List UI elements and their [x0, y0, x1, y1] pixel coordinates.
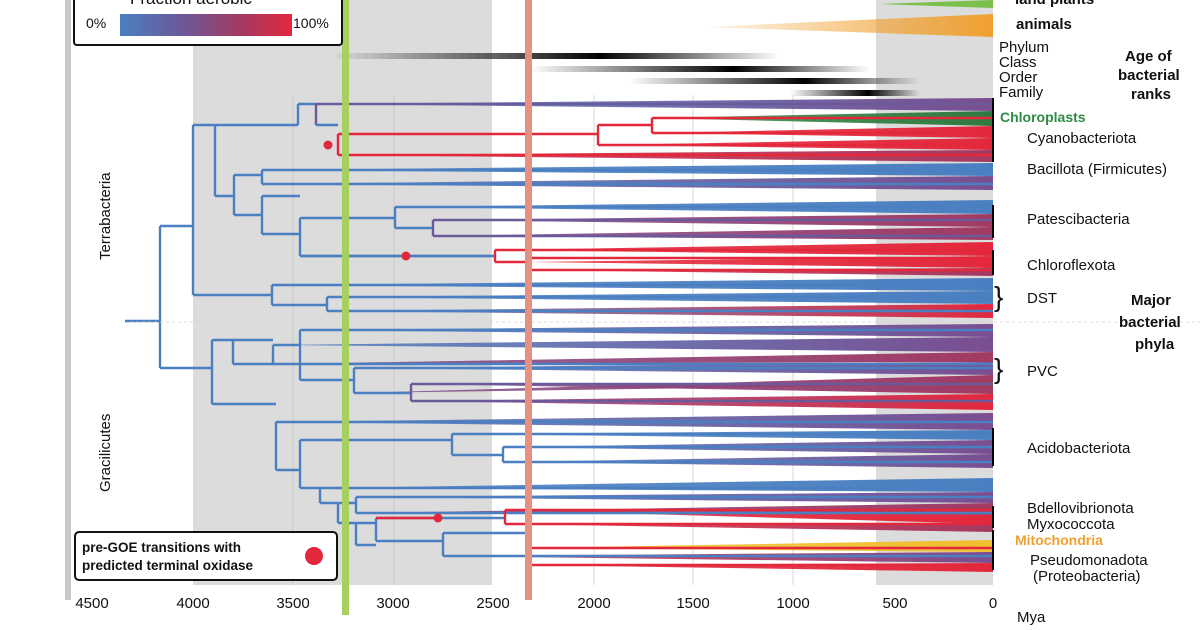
dst-label: DST — [1027, 290, 1057, 307]
bdellovibrionota-label: Bdellovibrionota — [1027, 500, 1134, 517]
rank-bar-order — [630, 78, 920, 84]
proteobacteria-label: (Proteobacteria) — [1033, 568, 1141, 585]
ranks-title-1: Age of — [1125, 48, 1173, 65]
goe-line — [525, 0, 532, 600]
dst-brace: } — [994, 281, 1003, 312]
mitochondria-label: Mitochondria — [1015, 532, 1103, 548]
patescibacteria-label: Patescibacteria — [1027, 211, 1130, 228]
tick-1500: 1500 — [676, 595, 709, 612]
legend-title: Fraction aerobic — [130, 0, 252, 8]
rank-labels: Phylum Class Order Family Age of bacteri… — [999, 39, 1180, 103]
transition-legend: pre-GOE transitions with predicted termi… — [74, 531, 338, 581]
transition-dot-cyano — [323, 140, 333, 150]
wedge-ae — [505, 524, 993, 532]
land-plants-wedge — [880, 0, 993, 8]
transition-dots — [323, 140, 443, 523]
wedge-q — [273, 337, 993, 352]
green-era-line — [342, 0, 349, 615]
wedge-mitochondria — [530, 540, 993, 552]
tick-500: 500 — [882, 595, 907, 612]
aerobic-legend: Fraction aerobic 0% 100% — [73, 0, 343, 46]
bacillota-label: Bacillota (Firmicutes) — [1027, 161, 1167, 178]
chloroplasts-label: Chloroplasts — [1000, 109, 1086, 125]
rank-age-bars — [330, 53, 920, 96]
ranks-title-2: bacterial — [1118, 67, 1180, 84]
wedge-af — [443, 552, 993, 563]
rank-bar-family — [790, 90, 920, 96]
rank-bar-phylum — [330, 53, 780, 59]
chloroflexota-label: Chloroflexota — [1027, 257, 1116, 274]
rank-phylum: Phylum — [999, 39, 1049, 56]
rank-order: Order — [999, 69, 1037, 86]
wedge-i — [433, 227, 993, 240]
phyla-labels: Chloroplasts Cyanobacteriota Bacillota (… — [1000, 109, 1181, 585]
transition-legend-dot — [305, 547, 323, 565]
wedge-r — [273, 352, 993, 364]
rank-bar-class — [530, 66, 870, 72]
gracilicutes-label: Gracilicutes — [97, 414, 114, 492]
myxococcota-label: Myxococcota — [1027, 516, 1115, 533]
ranks-title-3: ranks — [1131, 86, 1171, 103]
rank-class: Class — [999, 54, 1037, 71]
tick-4000: 4000 — [176, 595, 209, 612]
transition-dot-myxococcota — [433, 513, 443, 523]
terrabacteria-label: Terrabacteria — [97, 172, 114, 260]
tick-4500: 4500 — [75, 595, 108, 612]
legend-max-label: 100% — [293, 15, 329, 31]
transition-legend-box — [74, 531, 338, 581]
land-plants-label: land plants — [1015, 0, 1094, 8]
x-axis: 4500 4000 3500 3000 2500 2000 1500 1000 … — [75, 595, 1046, 626]
tick-1000: 1000 — [776, 595, 809, 612]
pvc-label: PVC — [1027, 363, 1058, 380]
phyla-title-2: bacterial — [1119, 314, 1181, 331]
transition-dot-chloroflexota — [401, 251, 411, 261]
rank-family: Family — [999, 84, 1044, 101]
pvc-brace: } — [994, 353, 1003, 384]
acidobacteriota-label: Acidobacteriota — [1027, 440, 1131, 457]
pseudomonadota-label: Pseudomonadota — [1030, 552, 1148, 569]
tick-3500: 3500 — [276, 595, 309, 612]
tick-2500: 2500 — [476, 595, 509, 612]
animals-label: animals — [1016, 16, 1072, 33]
axis-unit: Mya — [1017, 609, 1046, 626]
wedge-u — [411, 384, 993, 394]
transition-legend-line1: pre-GOE transitions with — [82, 540, 241, 555]
transition-legend-line2: predicted terminal oxidase — [82, 558, 254, 573]
cyanobacteriota-label: Cyanobacteriota — [1027, 130, 1137, 147]
tick-0: 0 — [989, 595, 997, 612]
phyla-title-1: Major — [1131, 292, 1171, 309]
animals-wedge — [705, 14, 993, 37]
tick-2000: 2000 — [577, 595, 610, 612]
tick-3000: 3000 — [376, 595, 409, 612]
phyla-title-3: phyla — [1135, 336, 1175, 353]
tree-branches — [125, 102, 993, 567]
legend-min-label: 0% — [86, 15, 106, 31]
legend-gradient-bar — [120, 14, 292, 36]
